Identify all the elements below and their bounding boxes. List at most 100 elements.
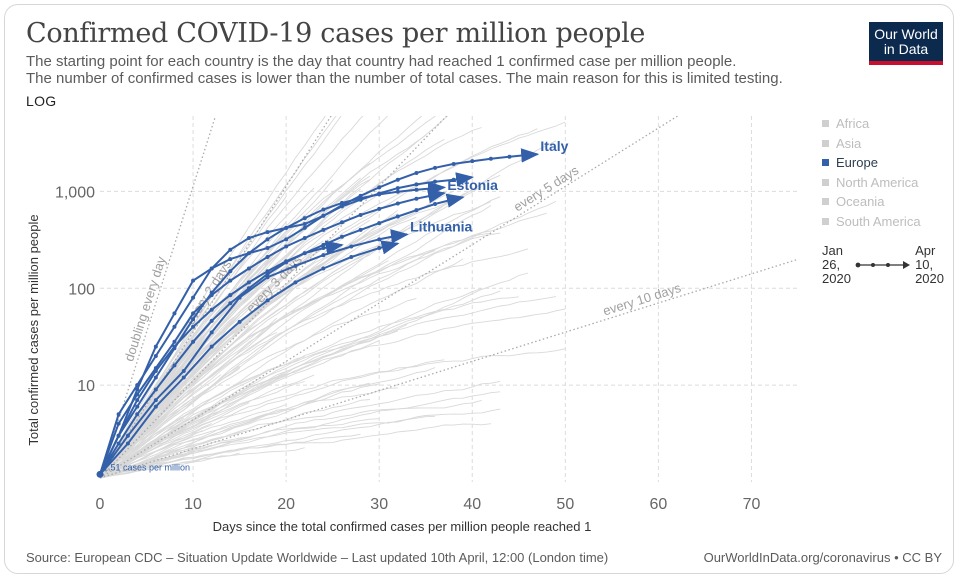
background-series-group — [100, 37, 566, 479]
series-line-europe-6[interactable] — [99, 240, 344, 475]
background-series-line[interactable] — [100, 408, 501, 479]
legend-item-asia[interactable]: Asia — [822, 134, 921, 154]
background-series-line[interactable] — [100, 324, 408, 479]
timeline-track[interactable] — [854, 258, 912, 272]
background-series-line[interactable] — [100, 37, 379, 479]
series-point — [377, 192, 382, 197]
series-point — [414, 182, 419, 187]
legend-swatch — [822, 178, 829, 186]
series-line-estonia[interactable] — [99, 189, 447, 475]
series-point — [153, 368, 158, 373]
series-point — [433, 186, 438, 191]
series-point — [191, 278, 196, 283]
background-series-line[interactable] — [100, 296, 519, 479]
background-series-line[interactable] — [100, 348, 566, 479]
background-series-line[interactable] — [100, 356, 305, 479]
series-line-europe-4[interactable] — [99, 181, 447, 475]
background-series-line[interactable] — [100, 404, 287, 479]
series-point — [470, 159, 475, 164]
series-point — [395, 186, 400, 191]
background-series-line[interactable] — [100, 444, 212, 479]
reference-line-label: every 5 days — [511, 162, 582, 214]
series-point — [135, 398, 140, 403]
background-series-line[interactable] — [100, 381, 194, 479]
background-series-line[interactable] — [100, 399, 482, 479]
background-series-line[interactable] — [100, 387, 398, 479]
series-point — [284, 259, 289, 264]
region-legend: Africa Asia Europe North America Oceania Sout… — [822, 114, 921, 231]
series-point — [172, 363, 177, 368]
series-point — [395, 233, 400, 238]
series-point — [349, 244, 354, 249]
series-point — [181, 375, 186, 380]
background-series-line[interactable] — [100, 382, 371, 479]
timeline-end-label: Apr 10, 2020 — [915, 243, 944, 286]
series-point — [153, 353, 158, 358]
background-series-line[interactable] — [100, 391, 501, 479]
series-point — [433, 202, 438, 207]
series-point — [135, 392, 140, 397]
reference-line — [100, 116, 678, 479]
background-series-line[interactable] — [100, 423, 491, 479]
series-point — [265, 230, 270, 235]
series-line-europe-7[interactable] — [99, 240, 400, 475]
series-point — [339, 204, 344, 209]
background-series-line[interactable] — [100, 232, 491, 479]
y-tick-label: 1,000 — [55, 184, 95, 201]
series-point — [153, 404, 158, 409]
x-tick-label: 50 — [556, 496, 574, 513]
background-series-line[interactable] — [100, 380, 501, 479]
series-point — [172, 344, 177, 349]
chart-title: Confirmed COVID-19 cases per million peo… — [26, 18, 646, 49]
series-point — [172, 339, 177, 344]
series-point — [414, 187, 419, 192]
series-point — [451, 197, 456, 202]
background-series-line[interactable] — [100, 190, 454, 479]
series-point — [116, 441, 121, 446]
background-series-line[interactable] — [100, 442, 231, 479]
background-series-line[interactable] — [100, 127, 482, 479]
series-point — [172, 311, 177, 316]
legend-swatch — [822, 217, 829, 225]
background-series-line[interactable] — [100, 200, 557, 479]
source-note: Source: European CDC – Situation Update … — [26, 550, 609, 565]
legend-label: Asia — [836, 135, 862, 151]
chart-subtitle: The starting point for each country is t… — [26, 53, 783, 87]
background-series-line[interactable] — [100, 232, 501, 479]
series-point — [302, 225, 307, 230]
timeline-slider[interactable]: Jan 26, 2020 Apr 10, 2020 — [822, 244, 944, 294]
legend-item-oceania[interactable]: Oceania — [822, 192, 921, 212]
background-series-line[interactable] — [100, 140, 557, 479]
legend-item-north-america[interactable]: North America — [822, 173, 921, 193]
timeline-start-handle[interactable] — [855, 262, 861, 268]
background-series-line[interactable] — [100, 248, 529, 479]
background-series-line[interactable] — [100, 340, 380, 479]
background-series-line[interactable] — [100, 214, 306, 479]
x-tick-label: 20 — [277, 496, 295, 513]
legend-item-europe[interactable]: Europe — [822, 153, 921, 173]
background-series-line[interactable] — [100, 196, 501, 479]
credit-link[interactable]: OurWorldInData.org/coronavirus • CC BY — [703, 550, 942, 565]
timeline-end-handle[interactable] — [903, 261, 910, 269]
series-point — [265, 272, 270, 277]
log-scale-toggle[interactable]: LOG — [26, 93, 57, 109]
y-tick-label: 10 — [77, 378, 95, 395]
chart-frame — [4, 4, 954, 574]
series-point — [433, 179, 438, 184]
our-world-in-data-logo[interactable]: Our World in Data — [869, 22, 943, 65]
x-tick-label: 0 — [96, 496, 105, 513]
series-point — [507, 154, 512, 159]
series-point — [339, 234, 344, 239]
background-series-line[interactable] — [100, 297, 417, 479]
background-series-line[interactable] — [100, 447, 305, 479]
legend-item-africa[interactable]: Africa — [822, 114, 921, 134]
x-tick-label: 70 — [743, 496, 761, 513]
legend-item-south-america[interactable]: South America — [822, 212, 921, 232]
subtitle-line-1: The starting point for each country is t… — [26, 53, 737, 70]
series-point — [246, 286, 251, 291]
background-series-line[interactable] — [100, 423, 212, 479]
background-series-line[interactable] — [100, 296, 557, 479]
series-point — [265, 237, 270, 242]
background-series-line[interactable] — [100, 371, 268, 479]
